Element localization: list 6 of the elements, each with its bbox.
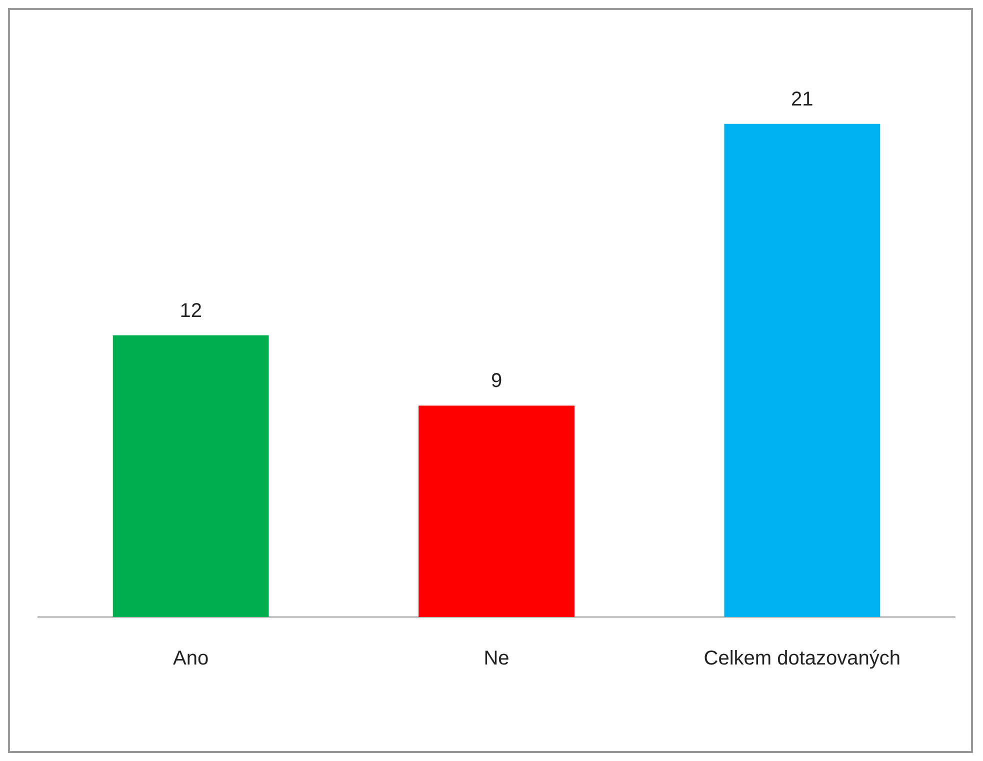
data-label: 21 <box>791 88 814 110</box>
data-label: 9 <box>490 370 502 392</box>
x-tick-label: Ne <box>484 648 510 670</box>
x-tick-label: Celkem dotazovaných <box>704 648 901 670</box>
x-tick-label: Ano <box>173 648 209 670</box>
data-label: 12 <box>180 300 202 322</box>
